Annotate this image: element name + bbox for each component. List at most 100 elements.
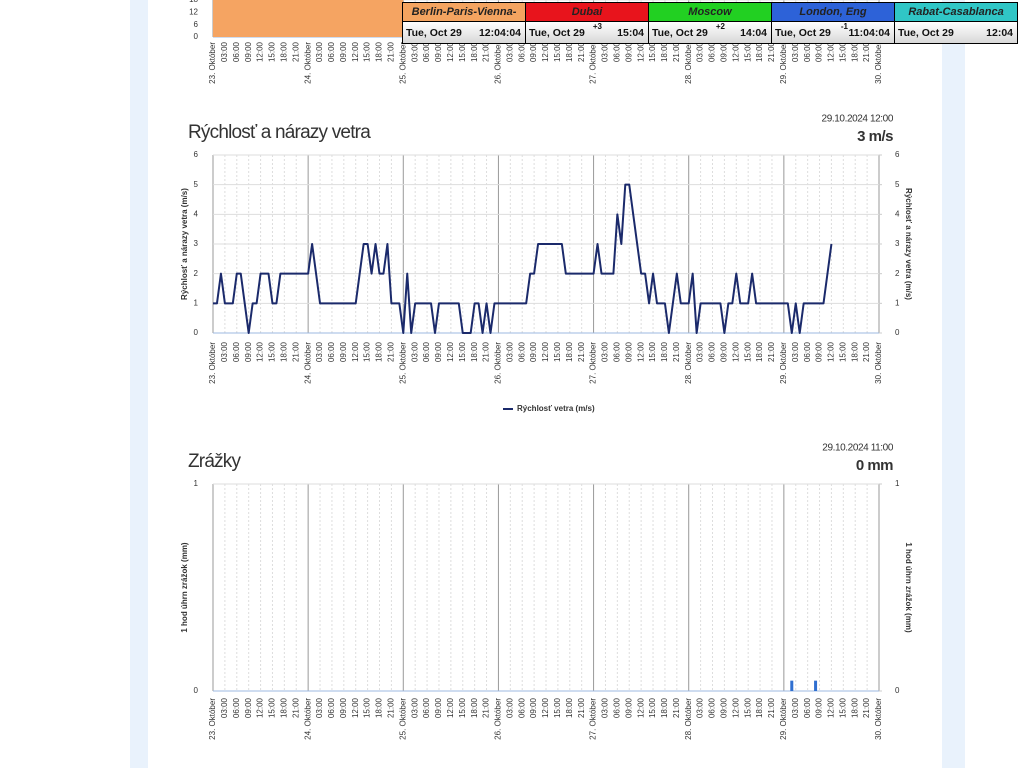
x-tick-label: 03:00: [410, 41, 419, 62]
x-tick-label: 03:00: [315, 341, 324, 362]
x-tick-label: 15:00: [648, 697, 657, 718]
clock-cell: Tue, Oct 29 12:04:04: [403, 22, 525, 43]
x-tick-label: 18:00: [279, 41, 288, 62]
clock-offset: -1: [840, 22, 848, 31]
x-tick-label: 12:00: [541, 41, 550, 62]
x-tick-label: 30. Október: [874, 698, 883, 740]
x-tick-label: 21:00: [291, 697, 300, 718]
x-tick-label: 03:00: [505, 697, 514, 718]
x-tick-label: 15:00: [743, 41, 752, 62]
x-tick-label: 18:00: [565, 697, 574, 718]
x-tick-label: 29. Október: [779, 342, 788, 384]
clock-offset: +2: [715, 22, 725, 31]
x-tick-label: 06:00: [422, 341, 431, 362]
x-tick-label: 21:00: [577, 41, 586, 62]
x-tick-label: 09:00: [529, 41, 538, 62]
y-tick-label: 2: [194, 269, 199, 278]
x-tick-label: 29. Október: [779, 698, 788, 740]
x-tick-label: 12:00: [827, 697, 836, 718]
clock-cell: Tue, Oct 29 -1 11:04:04: [772, 22, 894, 43]
x-tick-label: 09:00: [815, 341, 824, 362]
x-tick-label: 12:00: [351, 41, 360, 62]
x-tick-label: 15:00: [553, 341, 562, 362]
x-tick-label: 06:00: [517, 341, 526, 362]
x-tick-label: 06:00: [708, 41, 717, 62]
x-tick-label: 27. Október: [589, 42, 598, 84]
clock-cell: Tue, Oct 29 +3 15:04: [526, 22, 648, 43]
x-tick-label: 21:00: [482, 697, 491, 718]
y-tick-label: 4: [194, 209, 199, 218]
x-tick-label: 06:00: [612, 41, 621, 62]
x-tick-label: 18:00: [660, 697, 669, 718]
x-tick-label: 03:00: [696, 341, 705, 362]
y2-tick-label: 3: [895, 239, 900, 248]
y-tick-label: 18: [189, 0, 198, 4]
x-tick-label: 03:00: [410, 341, 419, 362]
x-tick-label: 15:00: [363, 341, 372, 362]
x-tick-label: 15:00: [648, 41, 657, 62]
x-tick-label: 09:00: [339, 41, 348, 62]
x-tick-label: 06:00: [327, 341, 336, 362]
x-tick-label: 26. Október: [494, 698, 503, 740]
x-tick-label: 15:00: [743, 697, 752, 718]
world-clock: Berlin-Paris-Vienna-RomaDubaiMoscowLondo…: [402, 2, 1018, 44]
x-tick-label: 21:00: [387, 41, 396, 62]
clock-offset: +3: [592, 22, 602, 31]
x-tick-label: 12:00: [351, 341, 360, 362]
x-tick-label: 06:00: [517, 697, 526, 718]
x-tick-label: 18:00: [755, 697, 764, 718]
x-tick-label: 21:00: [482, 41, 491, 62]
x-tick-label: 21:00: [577, 341, 586, 362]
x-tick-label: 03:00: [315, 41, 324, 62]
clock-date: Tue, Oct 29: [652, 27, 708, 39]
y-tick-label: 1: [194, 479, 199, 488]
y2-tick-label: 1: [895, 298, 900, 307]
y2-tick-label: 6: [895, 150, 900, 159]
x-tick-label: 28. Október: [684, 42, 693, 84]
x-tick-label: 21:00: [862, 697, 871, 718]
x-tick-label: 21:00: [672, 341, 681, 362]
x-tick-label: 15:00: [458, 41, 467, 62]
y-axis-label: Rýchlosť a nárazy vetra (m/s): [180, 188, 189, 300]
x-tick-label: 21:00: [482, 341, 491, 362]
x-tick-label: 15:00: [268, 41, 277, 62]
x-tick-label: 21:00: [862, 41, 871, 62]
y2-tick-label: 1: [895, 479, 900, 488]
x-tick-label: 06:00: [708, 341, 717, 362]
y2-tick-label: 0: [895, 686, 900, 695]
x-tick-label: 12:00: [636, 41, 645, 62]
x-tick-label: 29. Október: [779, 42, 788, 84]
x-tick-label: 21:00: [291, 41, 300, 62]
legend-label: Rýchlosť vetra (m/s): [517, 404, 595, 413]
x-tick-label: 21:00: [767, 697, 776, 718]
x-tick-label: 18:00: [850, 341, 859, 362]
x-tick-label: 06:00: [612, 341, 621, 362]
x-tick-label: 23. Október: [208, 342, 217, 384]
x-tick-label: 09:00: [434, 341, 443, 362]
y-tick-label: 0: [194, 686, 199, 695]
x-tick-label: 12:00: [446, 341, 455, 362]
y2-tick-label: 5: [895, 180, 900, 189]
x-tick-label: 06:00: [232, 341, 241, 362]
x-tick-label: 12:00: [541, 341, 550, 362]
x-tick-label: 18:00: [850, 697, 859, 718]
plot-area: [213, 484, 879, 691]
x-tick-label: 18:00: [470, 341, 479, 362]
x-tick-label: 15:00: [648, 341, 657, 362]
x-tick-label: 12:00: [636, 697, 645, 718]
timestamp: 29.10.2024 12:00: [822, 114, 894, 125]
x-tick-label: 12:00: [446, 697, 455, 718]
x-tick-label: 06:00: [232, 41, 241, 62]
x-tick-label: 06:00: [708, 697, 717, 718]
x-tick-label: 03:00: [791, 697, 800, 718]
x-tick-label: 03:00: [791, 41, 800, 62]
x-tick-label: 18:00: [660, 41, 669, 62]
x-tick-label: 18:00: [755, 341, 764, 362]
line: [213, 183, 833, 334]
x-tick-label: 09:00: [339, 341, 348, 362]
x-tick-label: 12:00: [827, 341, 836, 362]
x-tick-label: 15:00: [363, 41, 372, 62]
x-tick-label: 23. Október: [208, 42, 217, 84]
x-tick-label: 21:00: [672, 41, 681, 62]
x-tick-label: 18:00: [279, 697, 288, 718]
